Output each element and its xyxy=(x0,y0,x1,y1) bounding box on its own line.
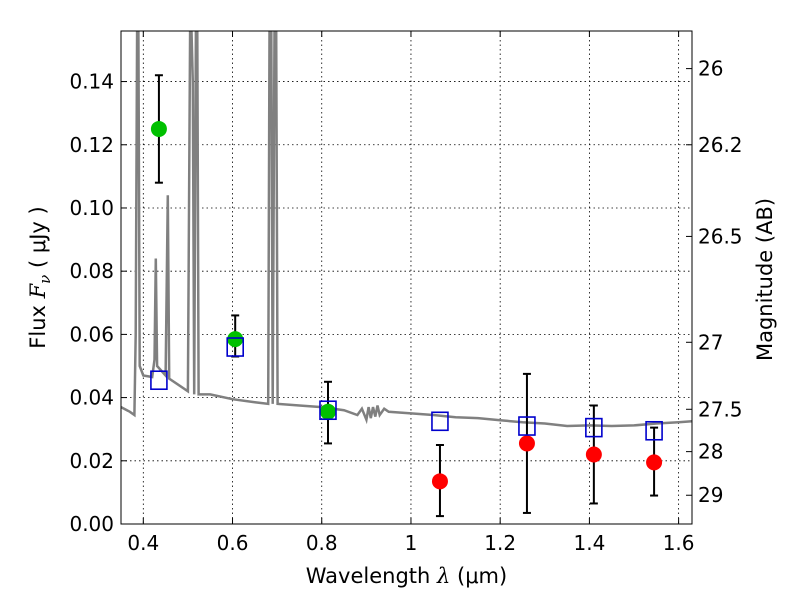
observed-point-green xyxy=(150,120,167,137)
y-tick-label: 0.14 xyxy=(69,70,114,94)
y-tick-label: 0.00 xyxy=(69,512,114,536)
observed-point-red xyxy=(646,454,663,471)
y-axis-label: Flux Fν ( μJy ) xyxy=(26,206,54,348)
x-tick-label: 0.8 xyxy=(306,531,338,555)
model-photometry-square xyxy=(518,416,536,436)
y-tick-label: 0.04 xyxy=(69,386,114,410)
y2-axis-label: Magnitude (AB) xyxy=(753,198,777,361)
y-axis-label-units: ( μJy ) xyxy=(26,206,50,274)
x-axis-label-units: (μm) xyxy=(450,564,507,588)
observed-point-green xyxy=(319,403,336,420)
model-photometry-square xyxy=(226,337,244,357)
x-tick-label: 0.4 xyxy=(127,531,159,555)
y-tick-label: 0.02 xyxy=(69,449,114,473)
axes-layer: 0.4 0.6 0.8 1 1.2 1.4 1.6 0.00 0.02 0.04 0.06 0.08 0… xyxy=(69,31,743,555)
y-axis-label-symbol: F xyxy=(26,282,50,299)
y2-tick-label: 29 xyxy=(698,483,723,507)
model-spectrum-line xyxy=(121,31,692,428)
y2-tick-label: 28 xyxy=(698,440,723,464)
y-tick-label: 0.08 xyxy=(69,259,114,283)
model-photometry-square xyxy=(645,420,663,441)
model-photometry-square xyxy=(150,370,168,391)
x-tick-label: 1.4 xyxy=(573,531,605,555)
x-axis-label: Wavelength λ (μm) xyxy=(306,564,507,588)
grid-layer xyxy=(121,31,692,525)
y2-tick-label: 26 xyxy=(698,57,723,81)
x-tick-label: 1.2 xyxy=(484,531,516,555)
y2-tick-label: 26.2 xyxy=(698,133,743,157)
y-tick-label: 0.12 xyxy=(69,133,114,157)
y2-tick-label: 26.5 xyxy=(698,224,743,248)
observed-point-red xyxy=(585,446,602,463)
observed-point-red xyxy=(518,435,535,452)
y-axis-label-prefix: Flux xyxy=(26,298,50,348)
y-axis-label-subscript: ν xyxy=(36,275,54,284)
y-tick-label: 0.06 xyxy=(69,322,114,346)
observed-point-red xyxy=(431,473,448,490)
observed-point-green xyxy=(227,331,244,348)
y2-tick-label: 27.5 xyxy=(698,397,743,421)
model-photometry-square xyxy=(585,417,603,438)
model-photometry-square xyxy=(319,400,337,421)
x-tick-label: 1 xyxy=(405,531,418,555)
marks-layer xyxy=(150,74,663,518)
y-tick-label: 0.10 xyxy=(69,196,114,220)
x-axis-label-prefix: Wavelength xyxy=(306,564,437,588)
y2-tick-label: 27 xyxy=(698,330,723,354)
x-tick-label: 0.6 xyxy=(217,531,249,555)
x-axis-label-symbol: λ xyxy=(436,564,450,588)
model-photometry-square xyxy=(431,411,449,432)
plot-frame xyxy=(120,30,693,525)
plot-area xyxy=(121,31,692,428)
x-tick-label: 1.6 xyxy=(663,531,695,555)
